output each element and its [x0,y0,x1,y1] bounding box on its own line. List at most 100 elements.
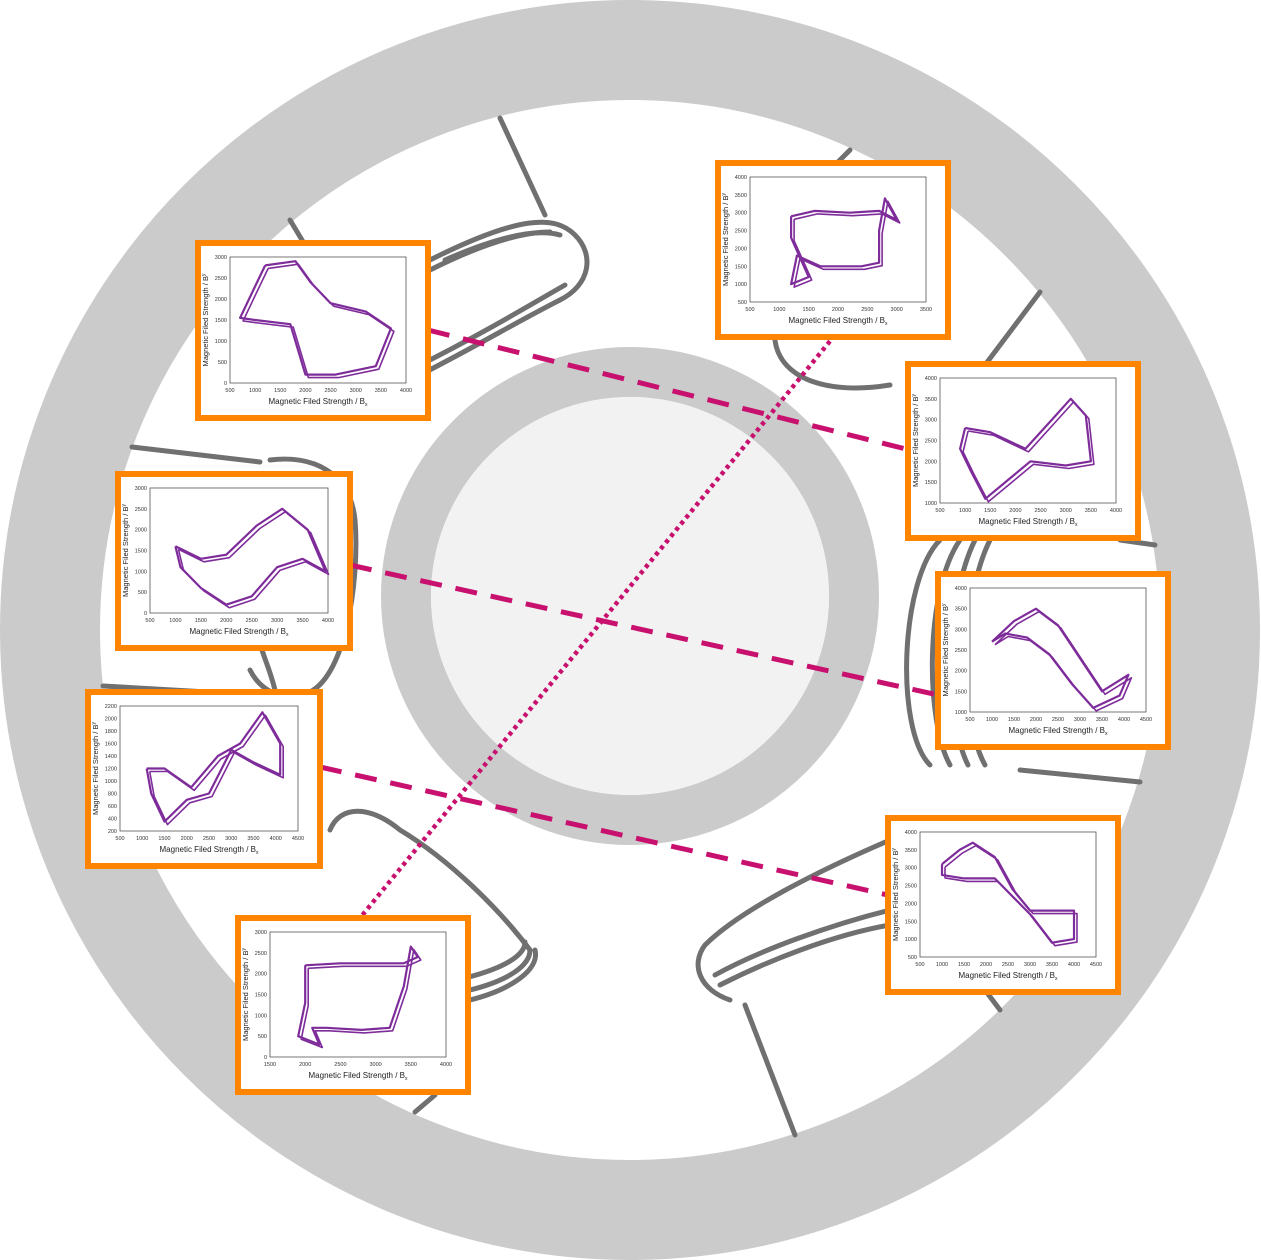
loop-trace-outer [174,507,327,606]
plot-axes-box [229,256,407,384]
connectors [319,327,939,920]
connector-top-right-to-bottom [358,333,837,920]
x-tick-label: 2500 [246,618,258,624]
y-tick-label: 800 [108,792,117,798]
plot-right-middle: 500 1000 1500 2000 2500 3000 3500 4000 450010001… [935,571,1171,750]
x-tick-label: 4000 [1110,508,1122,514]
y-tick-label: 1500 [215,318,227,324]
x-tick-label: 1500 [984,508,996,514]
y-tick-label: 1200 [105,767,117,773]
x-tick-label: 1000 [986,717,998,723]
x-tick-label: 3000 [1074,717,1086,723]
y-tick-label: 3000 [925,418,937,424]
x-axis-label: Magnetic Filed Strength / Bx [1009,726,1109,737]
loop-trace-inner [177,511,330,609]
x-tick-label: 3500 [920,307,932,313]
y-tick-label: 2200 [105,704,117,710]
x-tick-label: 1500 [958,962,970,968]
y-tick-label: 1500 [955,689,967,695]
x-tick-label: 1000 [773,307,785,313]
y-tick-label: 200 [108,829,117,835]
x-tick-label: 500 [225,388,234,394]
y-tick-label: 1500 [905,919,917,925]
y-tick-label: 1600 [105,742,117,748]
loop-trace-inner [148,714,284,826]
x-tick-label: 1000 [169,618,181,624]
y-tick-label: 1500 [735,264,747,270]
loop-trace-inner [962,401,1095,503]
x-tick-label: 2500 [1052,717,1064,723]
x-tick-label: 2500 [1034,508,1046,514]
y-tick-label: 1000 [735,282,747,288]
x-axis-label: Magnetic Filed Strength / Bx [979,517,1079,528]
y-tick-label: 3000 [135,486,147,492]
y-tick-label: 4000 [955,586,967,592]
y-tick-label: 2000 [905,901,917,907]
x-tick-label: 4000 [1118,717,1130,723]
x-tick-label: 3000 [891,307,903,313]
y-tick-label: 500 [258,1034,267,1040]
x-tick-label: 1500 [803,307,815,313]
y-tick-label: 500 [138,590,147,596]
x-tick-label: 2000 [980,962,992,968]
loop-trace-outer [940,841,1076,944]
y-tick-label: 1400 [105,754,117,760]
x-tick-label: 3000 [225,836,237,842]
connector-left-upper-to-right-middle [349,562,939,698]
y-tick-label: 500 [218,360,227,366]
loop-trace-outer [959,397,1092,500]
loop-trace-outer [790,197,898,286]
y-tick-label: 2000 [215,297,227,303]
x-tick-label: 2000 [299,1062,311,1068]
panel-frame [115,471,353,651]
y-tick-label: 3000 [255,930,267,936]
loop-trace-inner [300,948,422,1049]
plot-right-upper: 500 1000 1500 2000 2500 3000 3500 4000100015002… [905,361,1141,541]
y-tick-label: 1000 [955,710,967,716]
hub-ring [381,347,879,845]
x-tick-label: 2500 [203,836,215,842]
y-tick-label: 1500 [925,480,937,486]
x-tick-label: 1500 [158,836,170,842]
x-tick-label: 3500 [1096,717,1108,723]
y-axis-label: Magnetic Filed Strength / By [121,504,130,597]
x-tick-label: 1000 [936,962,948,968]
coil-left-upper [129,444,263,465]
y-tick-label: 3500 [925,397,937,403]
x-tick-label: 2000 [220,618,232,624]
y-tick-label: 3000 [905,866,917,872]
x-axis-label: Magnetic Filed Strength / Bx [160,845,260,856]
panel-frame [885,815,1121,995]
y-tick-label: 3500 [905,848,917,854]
panel-frame [235,915,471,1095]
y-tick-label: 2000 [735,246,747,252]
x-tick-label: 2000 [181,836,193,842]
coil-right-lower [695,837,893,1003]
y-tick-label: 2500 [735,229,747,235]
y-tick-label: 4000 [905,830,917,836]
x-tick-label: 2500 [861,307,873,313]
x-tick-label: 4500 [1090,962,1102,968]
plot-axes-box [919,831,1097,958]
y-axis-label: Magnetic Filed Strength / By [911,394,920,487]
y-tick-label: 2000 [955,669,967,675]
x-tick-label: 3000 [369,1062,381,1068]
y-tick-label: 4000 [735,175,747,181]
x-tick-label: 2000 [299,388,311,394]
x-tick-label: 500 [935,508,944,514]
y-tick-label: 1000 [215,339,227,345]
x-tick-label: 3500 [247,836,259,842]
plot-axes-box [149,487,329,614]
plot-bottom: 1500 2000 2500 3000 3500 4000 0 500 1000 1500 2000… [235,915,471,1095]
panel-frame [715,160,951,340]
y-tick-label: 0 [224,381,227,387]
y-tick-label: 0 [144,611,147,617]
x-tick-label: 3500 [1046,962,1058,968]
x-tick-label: 500 [745,307,754,313]
x-tick-label: 1000 [249,388,261,394]
y-tick-label: 3500 [955,607,967,613]
x-tick-label: 3500 [405,1062,417,1068]
y-tick-label: 1000 [905,937,917,943]
x-tick-label: 500 [145,618,154,624]
